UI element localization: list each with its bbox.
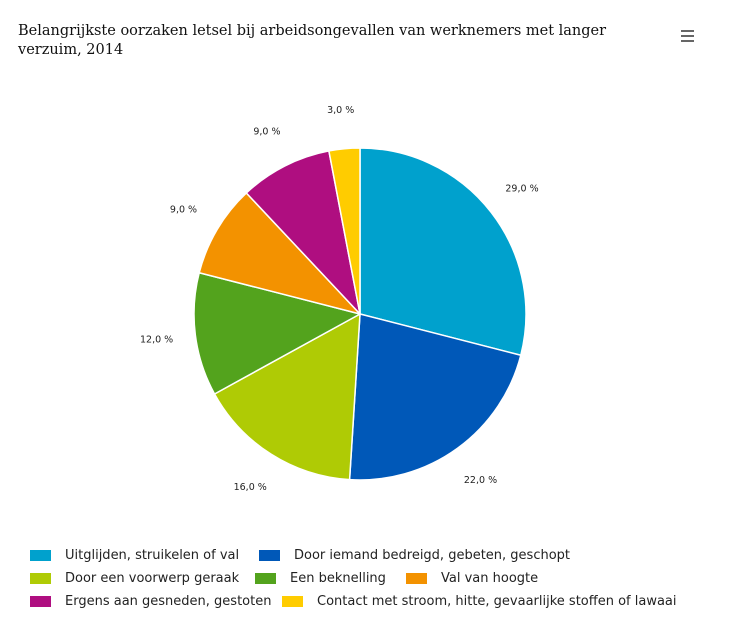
menu-line (681, 35, 694, 38)
legend-label: Een beknelling (290, 570, 386, 586)
pie-slice-val-van-hoogte[interactable] (198, 192, 361, 315)
legend-swatch (255, 572, 276, 584)
data-label-val-van-hoogte: 9,0 % (170, 205, 197, 216)
legend-swatch (30, 572, 51, 584)
data-label-contact-met-stroom-hitte-gevaarlijke-stoffen-of-lawaai: 3,0 % (327, 105, 354, 116)
legend-label: Door iemand bedreigd, gebeten, geschopt (294, 547, 571, 563)
legend-item-ergens-aan-gesneden-gestoten[interactable]: Ergens aan gesneden, gestoten (30, 592, 271, 610)
menu-line (681, 40, 694, 43)
data-label-door-een-voorwerp-geraak: 16,0 % (234, 482, 267, 493)
legend-swatch (406, 572, 427, 584)
legend-item-door-iemand-bedreigd-gebeten-geschopt[interactable]: Door iemand bedreigd, gebeten, geschopt (259, 546, 570, 564)
chart-title: Belangrijkste oorzaken letsel bij arbeid… (18, 23, 607, 58)
legend-label: Door een voorwerp geraak (65, 570, 240, 586)
legend-swatch (30, 595, 51, 607)
data-label-een-beknelling: 12,0 % (140, 335, 173, 346)
legend-label: Uitglijden, struikelen of val (65, 547, 240, 563)
pie-slice-door-een-voorwerp-geraak[interactable] (213, 313, 361, 481)
legend-item-een-beknelling[interactable]: Een beknelling (255, 569, 386, 587)
legend-label: Ergens aan gesneden, gestoten (65, 593, 272, 609)
data-label-ergens-aan-gesneden-gestoten: 9,0 % (253, 126, 280, 137)
legend-item-contact-met-stroom-hitte-gevaarlijke-stoffen-of-lawaai[interactable]: Contact met stroom, hitte, gevaarlijke s… (282, 592, 677, 610)
pie-slice-contact-met-stroom-hitte-gevaarlijke-stoffen-of-lawaai[interactable] (328, 147, 361, 315)
legend-label: Val van hoogte (441, 570, 539, 586)
pie-slice-ergens-aan-gesneden-gestoten[interactable] (245, 150, 361, 315)
hamburger-menu-icon[interactable] (680, 28, 696, 44)
legend-label: Contact met stroom, hitte, gevaarlijke s… (317, 593, 677, 609)
legend-swatch (30, 549, 51, 561)
legend-swatch (282, 595, 303, 607)
pie-slice-een-beknelling[interactable] (193, 271, 361, 395)
pie-slice-uitglijden-struikelen-of-val[interactable] (359, 147, 527, 357)
data-label-uitglijden-struikelen-of-val: 29,0 % (505, 183, 538, 194)
legend-swatch (259, 549, 280, 561)
legend-item-uitglijden-struikelen-of-val[interactable]: Uitglijden, struikelen of val (30, 546, 239, 564)
legend-item-door-een-voorwerp-geraak[interactable]: Door een voorwerp geraak (30, 569, 239, 587)
menu-line (681, 30, 694, 33)
legend-item-val-van-hoogte[interactable]: Val van hoogte (406, 569, 538, 587)
data-label-door-iemand-bedreigd-gebeten-geschopt: 22,0 % (464, 475, 497, 486)
pie-slice-door-iemand-bedreigd-gebeten-geschopt[interactable] (348, 313, 522, 481)
